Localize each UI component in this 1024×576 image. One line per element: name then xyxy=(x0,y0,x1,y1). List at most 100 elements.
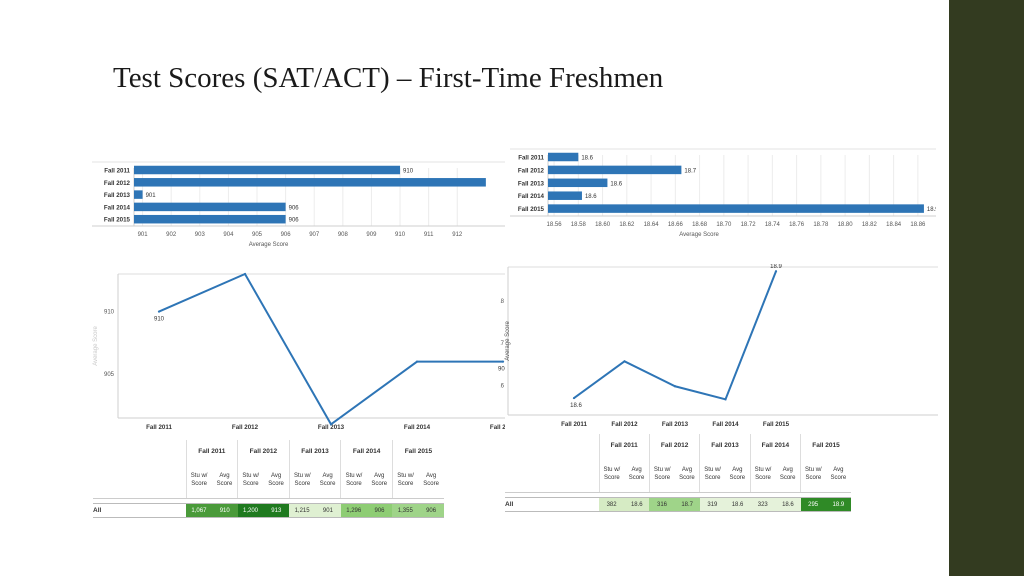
x-tick-label: 909 xyxy=(366,232,377,238)
point-label: 18.9 xyxy=(770,264,782,270)
category-label: Fall 2013 xyxy=(104,192,131,199)
avg-score-cell: 18.6 xyxy=(724,497,751,512)
measure-header: Stu w/ Score xyxy=(598,456,625,493)
avg-score-cell: 906 xyxy=(366,503,393,518)
count-cell: 323 xyxy=(750,497,776,512)
measure-header: Stu w/ Score xyxy=(391,462,419,499)
x-category-label: Fall 2011 xyxy=(146,424,172,431)
act-line-chart: 18.8 18.7 18.6 Average Score Fall 2011 Fall 2… xyxy=(500,264,938,428)
year-header: Fall 2011 xyxy=(185,440,238,462)
row-label: All xyxy=(93,503,186,518)
bar xyxy=(134,214,286,224)
table-row: All 382 18.6 316 18.7 319 18.6 323 18.6 295 18.9 xyxy=(505,497,851,512)
category-label: Fall 2012 xyxy=(518,167,545,174)
year-header: Fall 2012 xyxy=(648,434,700,456)
avg-score-cell: 18.6 xyxy=(775,497,801,512)
x-tick-label: 18.86 xyxy=(910,222,926,228)
x-tick-label: 904 xyxy=(223,232,234,238)
x-category-label: Fall 2012 xyxy=(232,424,259,431)
series-line xyxy=(573,270,777,401)
x-tick-label: 910 xyxy=(395,232,406,238)
bar xyxy=(134,165,401,175)
measure-header: Avg Score xyxy=(366,462,393,499)
x-tick-label: 18.64 xyxy=(644,222,660,228)
sat-bar-chart: 901 902 903 904 905 906 907 908 909 910 911 912 Aver… xyxy=(92,161,505,248)
year-header: Fall 2012 xyxy=(237,440,290,462)
x-tick-label: 18.66 xyxy=(668,222,684,228)
x-tick-label: 902 xyxy=(166,232,177,238)
x-tick-label: 906 xyxy=(281,232,292,238)
bar-value-label: 906 xyxy=(289,205,300,211)
measure-header: Avg Score xyxy=(724,456,751,493)
avg-score-cell: 18.9 xyxy=(825,497,851,512)
data-point xyxy=(501,360,505,363)
x-tick-label: 18.72 xyxy=(741,222,757,228)
bar xyxy=(548,165,682,175)
year-header: Fall 2014 xyxy=(340,440,393,462)
x-tick-label: 911 xyxy=(424,232,434,238)
x-category-label: Fall 2013 xyxy=(318,424,345,431)
slide-accent-bar xyxy=(949,0,1024,576)
count-cell: 1,296 xyxy=(340,503,367,518)
bar-value-label: 906 xyxy=(289,218,300,224)
measure-header: Stu w/ Score xyxy=(340,462,367,499)
year-header: Fall 2014 xyxy=(749,434,801,456)
count-cell: 295 xyxy=(800,497,826,512)
header-corner xyxy=(505,434,599,456)
row-label: All xyxy=(505,497,600,512)
count-cell: 319 xyxy=(699,497,725,512)
measure-header: Stu w/ Score xyxy=(749,456,776,493)
x-tick-label: 18.60 xyxy=(595,222,611,228)
bar xyxy=(134,178,486,187)
y-axis-title: Average Score xyxy=(93,326,99,366)
header-corner xyxy=(93,440,186,462)
measure-header: Stu w/ Score xyxy=(800,456,826,493)
y-axis-title: Average Score xyxy=(505,321,511,361)
measure-header: Avg Score xyxy=(775,456,801,493)
year-header: Fall 2015 xyxy=(800,434,851,456)
y-tick-label: 910 xyxy=(104,310,115,316)
x-tick-label: 18.58 xyxy=(571,222,587,228)
category-label: Fall 2014 xyxy=(104,204,131,211)
bar-value-label: 18.9 xyxy=(927,207,936,213)
avg-score-cell: 18.7 xyxy=(674,497,700,512)
year-header: Fall 2015 xyxy=(391,440,444,462)
measure-header: Avg Score xyxy=(418,462,444,499)
x-axis-title: Average Score xyxy=(249,242,289,248)
year-header: Fall 2011 xyxy=(598,434,650,456)
header-corner xyxy=(505,456,600,493)
count-cell: 382 xyxy=(599,497,625,512)
x-tick-label: 901 xyxy=(138,232,149,238)
measure-header-row: Stu w/ Score Avg Score Stu w/ Score Avg Sco… xyxy=(505,456,851,493)
category-label: Fall 2015 xyxy=(518,206,545,213)
act-crosstab: Fall 2011 Fall 2012 Fall 2013 Fall 2014 Fall… xyxy=(505,434,851,512)
data-point xyxy=(724,398,727,401)
header-corner xyxy=(93,462,186,499)
bar xyxy=(134,202,286,212)
bar-value-label: 18.7 xyxy=(684,168,696,174)
bar xyxy=(548,178,608,188)
measure-header: Avg Score xyxy=(263,462,290,499)
year-header: Fall 2013 xyxy=(288,440,341,462)
y-tick-label: 18.8 xyxy=(500,299,505,305)
measure-header: Stu w/ Score xyxy=(185,462,212,499)
x-tick-label: 18.82 xyxy=(862,222,878,228)
bar xyxy=(548,204,924,213)
count-cell: 316 xyxy=(649,497,675,512)
avg-score-cell: 901 xyxy=(315,503,341,518)
avg-score-cell: 910 xyxy=(211,503,238,518)
category-label: Fall 2015 xyxy=(104,217,131,224)
bar-value-label: 18.6 xyxy=(581,156,593,162)
bar xyxy=(548,152,579,162)
x-tick-label: 912 xyxy=(452,232,463,238)
point-label: 910 xyxy=(154,317,165,323)
measure-header: Stu w/ Score xyxy=(648,456,675,493)
measure-header: Avg Score xyxy=(825,456,851,493)
x-tick-label: 18.74 xyxy=(765,222,781,228)
bar-value-label: 18.6 xyxy=(585,194,597,200)
measure-header-row: Stu w/ Score Avg Score Stu w/ Score Avg Sco… xyxy=(93,462,444,499)
x-category-label: Fall 2015 xyxy=(763,421,790,428)
x-category-label: Fall 2013 xyxy=(662,421,689,428)
x-category-label: Fall 2011 xyxy=(561,421,587,428)
sat-line-chart: 910 905 Average Score Fall 2011 Fall 2012 Fal… xyxy=(93,272,505,431)
